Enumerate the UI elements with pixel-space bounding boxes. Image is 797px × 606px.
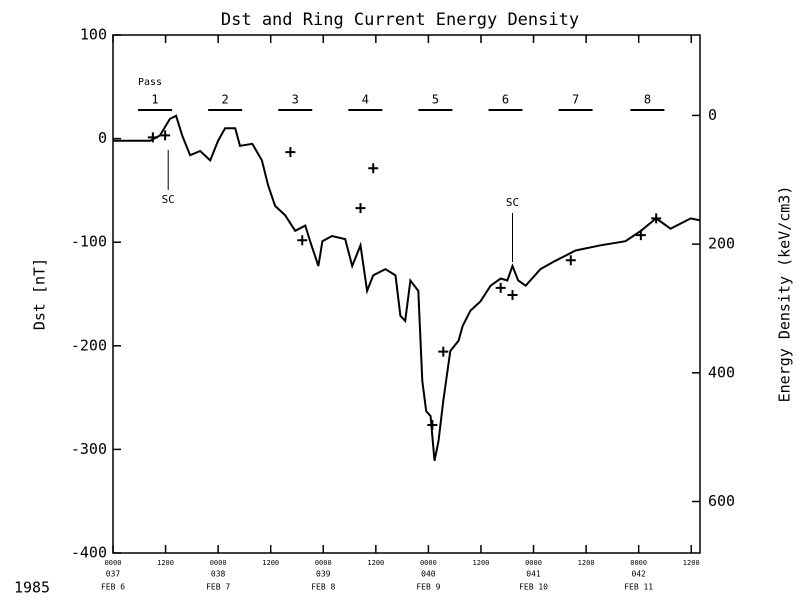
x-date-label: FEB 9 <box>416 583 440 592</box>
chart-title: Dst and Ring Current Energy Density <box>221 10 579 30</box>
sc-label: SC <box>506 196 519 209</box>
y-tick-label: -100 <box>71 233 107 251</box>
energy-cross <box>355 203 366 214</box>
energy-cross <box>438 346 449 357</box>
x-date-label: FEB 7 <box>206 583 230 592</box>
energy-cross <box>507 289 518 300</box>
pass-label: Pass <box>138 77 162 88</box>
plot-frame <box>112 34 701 554</box>
x-date-label: FEB 6 <box>101 583 125 592</box>
x-tick-label: 1200 <box>683 559 700 567</box>
energy-cross <box>565 255 576 266</box>
pass-number: 4 <box>362 93 369 107</box>
x-day-label: 038 <box>211 570 226 579</box>
x-day-label: 042 <box>631 570 646 579</box>
y2-tick-label: 0 <box>708 106 717 124</box>
year-label: 1985 <box>14 579 50 597</box>
x-tick-label: 0000 <box>525 559 542 567</box>
y-tick-label: -300 <box>71 440 107 458</box>
pass-number: 1 <box>151 93 158 107</box>
x-day-label: 040 <box>421 570 436 579</box>
energy-cross <box>368 163 379 174</box>
x-tick-label: 0000 <box>315 559 332 567</box>
x-date-label: FEB 11 <box>624 583 653 592</box>
y2-axis-label: Energy Density (keV/cm3) <box>776 186 794 403</box>
x-tick-label: 1200 <box>157 559 174 567</box>
y2-tick-label: 600 <box>708 492 735 510</box>
pass-number: 7 <box>572 93 579 107</box>
dst-line <box>113 114 701 461</box>
energy-cross <box>285 147 296 158</box>
x-tick-label: 1200 <box>473 559 490 567</box>
y-tick-label: 0 <box>98 129 107 147</box>
y-tick-label: -200 <box>71 336 107 354</box>
x-day-label: 037 <box>106 570 121 579</box>
energy-cross <box>651 213 662 224</box>
y-tick-label: 100 <box>80 26 107 44</box>
x-tick-label: 0000 <box>210 559 227 567</box>
pass-number: 5 <box>432 93 439 107</box>
energy-cross <box>147 132 158 143</box>
y2-tick-label: 200 <box>708 235 735 253</box>
energy-cross <box>635 230 646 241</box>
pass-number: 2 <box>222 93 229 107</box>
x-tick-label: 0000 <box>630 559 647 567</box>
x-date-label: FEB 8 <box>311 583 335 592</box>
sc-label: SC <box>162 193 175 206</box>
y2-tick-label: 400 <box>708 363 735 381</box>
x-tick-label: 1200 <box>262 559 279 567</box>
x-date-label: FEB 10 <box>519 583 548 592</box>
x-tick-label: 1200 <box>367 559 384 567</box>
energy-cross <box>297 235 308 246</box>
x-tick-label: 0000 <box>420 559 437 567</box>
x-day-label: 039 <box>316 570 331 579</box>
x-tick-label: 0000 <box>105 559 122 567</box>
y-tick-label: -400 <box>71 544 107 562</box>
pass-number: 3 <box>292 93 299 107</box>
x-day-label: 041 <box>526 570 541 579</box>
pass-number: 6 <box>502 93 509 107</box>
y-axis-label: Dst [nT] <box>31 258 49 330</box>
energy-cross <box>495 282 506 293</box>
energy-cross <box>427 419 438 430</box>
pass-number: 8 <box>644 93 651 107</box>
energy-cross <box>160 130 171 141</box>
x-tick-label: 1200 <box>578 559 595 567</box>
